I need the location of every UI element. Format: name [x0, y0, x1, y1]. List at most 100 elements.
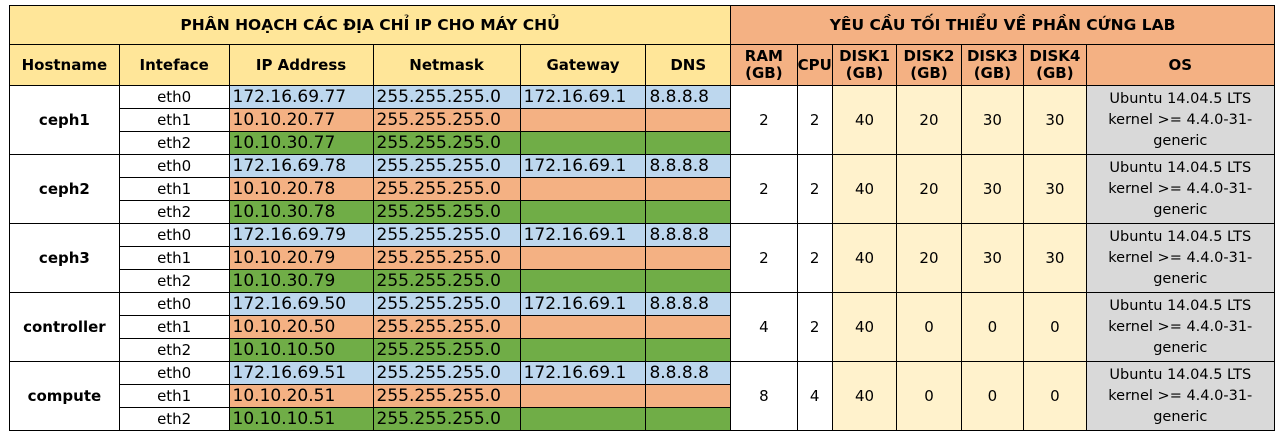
interface-cell: eth2 [118, 131, 230, 155]
header-disk4-line2: (GB) [1036, 64, 1074, 82]
header-ip-address: IP Address [228, 44, 374, 86]
ip-address-cell: 172.16.69.51 [228, 361, 374, 385]
disk1-cell: 40 [831, 361, 898, 431]
table-row: eth1 10.10.20.77 255.255.255.0 [10, 108, 1275, 132]
dns-cell [645, 177, 732, 201]
interface-cell: eth0 [118, 361, 230, 385]
disk3-cell: 30 [960, 223, 1025, 293]
table-row: eth2 10.10.10.51 255.255.255.0 [10, 407, 1275, 431]
dns-cell [645, 407, 732, 431]
os-line-3: generic [1153, 132, 1208, 149]
gateway-cell [519, 200, 647, 224]
interface-cell: eth0 [118, 154, 230, 178]
header-disk4: DISK4 (GB) [1023, 44, 1087, 86]
netmask-cell: 255.255.255.0 [372, 108, 521, 132]
ip-address-cell: 10.10.30.78 [228, 200, 374, 224]
os-line-1: Ubuntu 14.04.5 LTS [1109, 297, 1252, 314]
ip-address-cell: 172.16.69.79 [228, 223, 374, 247]
os-cell: Ubuntu 14.04.5 LTS kernel >= 4.4.0-31- gen… [1085, 223, 1276, 293]
gateway-cell [519, 384, 647, 408]
header-disk3-line2: (GB) [973, 64, 1012, 82]
interface-cell: eth1 [118, 246, 230, 270]
dns-cell [645, 338, 732, 362]
netmask-cell: 255.255.255.0 [372, 269, 521, 293]
header-hostname: Hostname [9, 44, 120, 86]
table-row: eth2 10.10.30.78 255.255.255.0 [10, 200, 1275, 224]
disk3-cell: 30 [960, 85, 1025, 155]
dns-cell: 8.8.8.8 [645, 292, 732, 316]
header-interface: Inteface [118, 44, 230, 86]
hardware-requirements-title: YÊU CẦU TỐI THIỂU VỀ PHẦN CỨNG LAB [730, 5, 1275, 45]
os-line-2: kernel >= 4.4.0-31- [1108, 111, 1253, 128]
interface-cell: eth1 [118, 177, 230, 201]
ip-and-hardware-table: PHÂN HOẠCH CÁC ĐỊA CHỈ IP CHO MÁY CHỦ YÊ… [8, 5, 1276, 431]
disk4-cell: 0 [1023, 292, 1087, 362]
netmask-cell: 255.255.255.0 [372, 384, 521, 408]
interface-cell: eth2 [118, 338, 230, 362]
gateway-cell: 172.16.69.1 [519, 154, 647, 178]
disk2-cell: 0 [896, 292, 962, 362]
netmask-cell: 255.255.255.0 [372, 131, 521, 155]
header-ram-line2: (GB) [745, 64, 783, 82]
table-row: ceph3 eth0 172.16.69.79 255.255.255.0 172.16… [9, 223, 1276, 293]
disk3-cell: 30 [960, 154, 1025, 224]
header-netmask: Netmask [372, 44, 521, 86]
ram-cell: 2 [730, 223, 798, 293]
netmask-cell: 255.255.255.0 [372, 154, 521, 178]
gateway-cell [519, 407, 647, 431]
netmask-cell: 255.255.255.0 [372, 292, 521, 316]
interface-cell: eth1 [118, 384, 230, 408]
cpu-cell: 4 [796, 361, 833, 431]
netmask-cell: 255.255.255.0 [372, 177, 521, 201]
disk4-cell: 30 [1023, 85, 1087, 155]
hostname-cell: ceph1 [9, 85, 120, 155]
gateway-cell: 172.16.69.1 [519, 361, 647, 385]
dns-cell [645, 131, 732, 155]
netmask-cell: 255.255.255.0 [372, 246, 521, 270]
header-disk2-line2: (GB) [910, 64, 948, 82]
disk3-cell: 0 [960, 292, 1025, 362]
gateway-cell: 172.16.69.1 [519, 223, 647, 247]
disk4-cell: 30 [1023, 223, 1087, 293]
dns-cell [645, 315, 732, 339]
ip-address-cell: 10.10.10.51 [228, 407, 374, 431]
hostname-cell: compute [9, 361, 120, 431]
header-ram-line1: RAM [744, 47, 783, 65]
header-gateway: Gateway [519, 44, 647, 86]
os-line-1: Ubuntu 14.04.5 LTS [1109, 159, 1252, 176]
header-os: OS [1085, 44, 1276, 86]
os-cell: Ubuntu 14.04.5 LTS kernel >= 4.4.0-31- gen… [1085, 85, 1276, 155]
table-row: eth1 10.10.20.78 255.255.255.0 [10, 177, 1275, 201]
dns-cell: 8.8.8.8 [645, 154, 732, 178]
ip-address-cell: 10.10.10.50 [228, 338, 374, 362]
os-line-2: kernel >= 4.4.0-31- [1108, 318, 1253, 335]
disk4-cell: 30 [1023, 154, 1087, 224]
interface-cell: eth2 [118, 269, 230, 293]
netmask-cell: 255.255.255.0 [372, 361, 521, 385]
table-row: controller eth0 172.16.69.50 255.255.255.0 1… [9, 292, 1276, 362]
gateway-cell [519, 246, 647, 270]
ram-cell: 4 [730, 292, 798, 362]
header-disk2-line1: DISK2 [903, 47, 955, 65]
table-row: eth1 10.10.20.50 255.255.255.0 [10, 315, 1275, 339]
hostname-cell: controller [9, 292, 120, 362]
interface-cell: eth1 [118, 315, 230, 339]
dns-cell: 8.8.8.8 [645, 85, 732, 109]
netmask-cell: 255.255.255.0 [372, 315, 521, 339]
interface-cell: eth2 [118, 407, 230, 431]
disk1-cell: 40 [831, 154, 898, 224]
table-row: eth2 10.10.30.77 255.255.255.0 [10, 131, 1275, 155]
dns-cell [645, 200, 732, 224]
dns-cell [645, 269, 732, 293]
header-disk1: DISK1 (GB) [831, 44, 898, 86]
interface-cell: eth0 [118, 292, 230, 316]
disk3-cell: 0 [960, 361, 1025, 431]
os-line-3: generic [1153, 201, 1208, 218]
ip-plan-title: PHÂN HOẠCH CÁC ĐỊA CHỈ IP CHO MÁY CHỦ [8, 5, 732, 45]
os-cell: Ubuntu 14.04.5 LTS kernel >= 4.4.0-31- gen… [1085, 292, 1276, 362]
table-row: ceph2 eth0 172.16.69.78 255.255.255.0 172.16… [9, 154, 1276, 224]
disk4-cell: 0 [1023, 361, 1087, 431]
disk1-cell: 40 [831, 85, 898, 155]
interface-cell: eth2 [118, 200, 230, 224]
header-ram: RAM (GB) [730, 44, 798, 86]
